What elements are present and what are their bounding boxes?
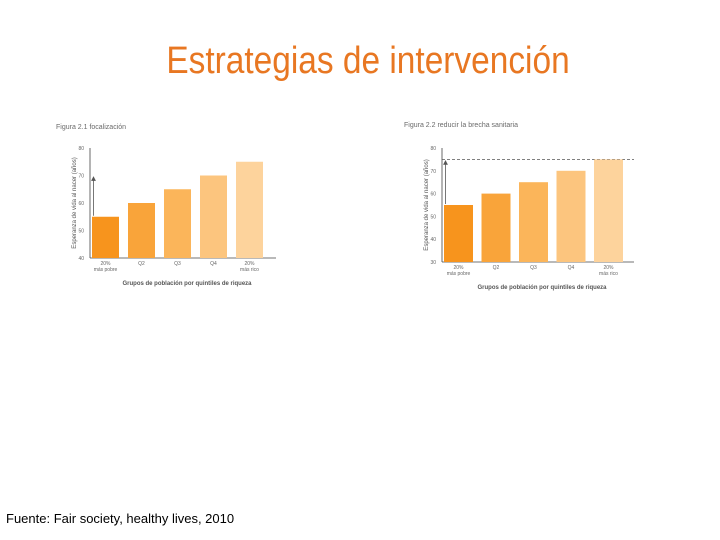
chart-reducir-brecha-svg: Figura 2.2 reducir la brecha sanitaria 30… — [404, 122, 634, 291]
chart1-xtick-3: Q3 — [174, 261, 181, 267]
chart2-xtick-4: Q4 — [568, 265, 575, 271]
chart2-ytick-80: 80 — [430, 146, 436, 152]
chart2-bar-1 — [444, 205, 473, 262]
chart1-xtick-1-line-1: 20% — [100, 261, 111, 267]
chart1-ytick-60: 60 — [78, 201, 84, 207]
chart1-bar-1 — [92, 216, 119, 258]
chart2-xtick-5-line-2: más rico — [599, 271, 618, 277]
chart2-ylabel: Esperanza de vida al nacer (años) — [424, 159, 430, 250]
chart2-xtick-1-line-2: más pobre — [447, 271, 471, 277]
chart2-bar-5 — [594, 159, 623, 262]
chart1-xtick-1-line-2: más pobre — [94, 267, 118, 273]
chart2-ytick-40: 40 — [430, 237, 436, 243]
chart2-ytick-30: 30 — [430, 260, 436, 266]
chart1-xtick-5-line-1: 20% — [244, 261, 255, 267]
chart1-xlabel: Grupos de población por quintiles de riq… — [122, 281, 252, 287]
chart-focalizacion-svg: Figura 2.1 focalización 40 50 60 70 80Esperan… — [56, 124, 276, 287]
chart2-xtick-3: Q3 — [530, 265, 537, 271]
chart2-ytick-70: 70 — [430, 169, 436, 175]
chart1-xtick-4: Q4 — [210, 261, 217, 267]
source-caption: Fuente: Fair society, healthy lives, 201… — [6, 511, 235, 526]
chart2-xtick-5-line-1: 20% — [603, 265, 614, 271]
chart-reducir-brecha: Figura 2.2 reducir la brecha sanitaria 30… — [404, 116, 644, 300]
chart2-title: Figura 2.2 reducir la brecha sanitaria — [404, 122, 518, 129]
chart1-ytick-70: 70 — [78, 174, 84, 180]
chart2-xtick-1-line-1: 20% — [453, 265, 464, 271]
chart2-ytick-60: 60 — [430, 192, 436, 198]
chart2-bar-4 — [556, 170, 586, 262]
chart1-ytick-50: 50 — [78, 229, 84, 235]
chart2-ytick-50: 50 — [430, 214, 436, 220]
chart1-bar-4 — [200, 175, 227, 258]
chart1-bar-3 — [164, 189, 191, 258]
chart1-ytick-40: 40 — [78, 256, 84, 262]
chart1-xtick-5-line-2: más rico — [240, 267, 259, 273]
chart2-xlabel: Grupos de población por quintiles de riq… — [477, 285, 607, 291]
chart1-xtick-2: Q2 — [138, 261, 145, 267]
chart1-bar-5 — [236, 161, 263, 258]
chart-focalizacion: Figura 2.1 focalización 40 50 60 70 80 Esperan… — [56, 118, 284, 294]
chart2-bar-3 — [519, 182, 548, 262]
chart1-ytick-80: 80 — [78, 146, 84, 152]
chart2-xtick-2: Q2 — [493, 265, 500, 271]
slide-title: Estrategias de intervención — [166, 40, 570, 82]
chart1-bar-2 — [128, 203, 155, 258]
chart1-title: Figura 2.1 focalización — [56, 124, 126, 131]
chart1-ylabel: Esperanza de vida al nacer (años) — [72, 157, 78, 248]
chart2-bar-2 — [481, 193, 511, 262]
